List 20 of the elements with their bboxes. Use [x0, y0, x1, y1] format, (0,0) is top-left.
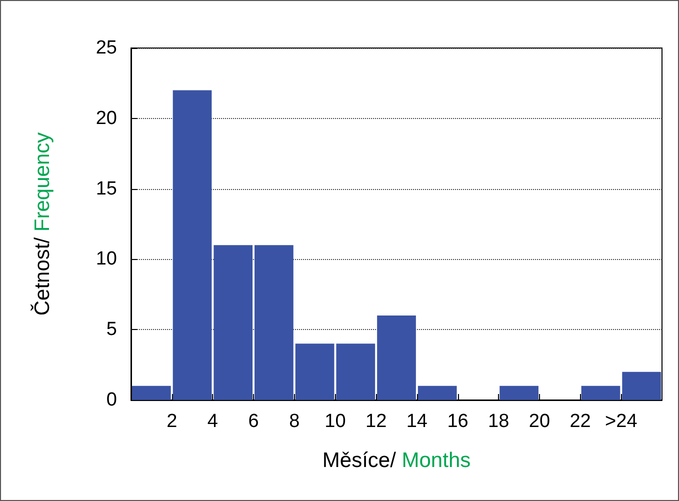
x-tick-label: 12 — [366, 411, 387, 432]
y-tick-label: 5 — [106, 319, 117, 340]
x-tick-label: 8 — [289, 411, 300, 432]
y-tick-label: 20 — [96, 108, 117, 129]
y-tick-label: 25 — [96, 38, 117, 58]
y-tick-label: 10 — [96, 248, 117, 270]
x-axis-title: Měsíce/ Months — [322, 449, 471, 472]
x-tick-label: 14 — [406, 411, 428, 432]
x-tick-label: 4 — [207, 411, 218, 432]
x-tick-label: 18 — [488, 411, 510, 432]
x-tick-label: 2 — [166, 411, 178, 432]
x-tick-label: 16 — [447, 411, 468, 432]
x-tick-label: 20 — [528, 411, 550, 432]
x-tick-label: 10 — [324, 411, 346, 432]
x-tick-label: >24 — [605, 411, 638, 432]
y-tick-label: 15 — [96, 178, 117, 200]
x-tick-label: 22 — [570, 411, 591, 432]
y-tick-label: 0 — [106, 390, 117, 410]
y-axis-title: Četnost/ Frequency — [30, 132, 54, 316]
x-tick-label: 6 — [248, 411, 259, 432]
